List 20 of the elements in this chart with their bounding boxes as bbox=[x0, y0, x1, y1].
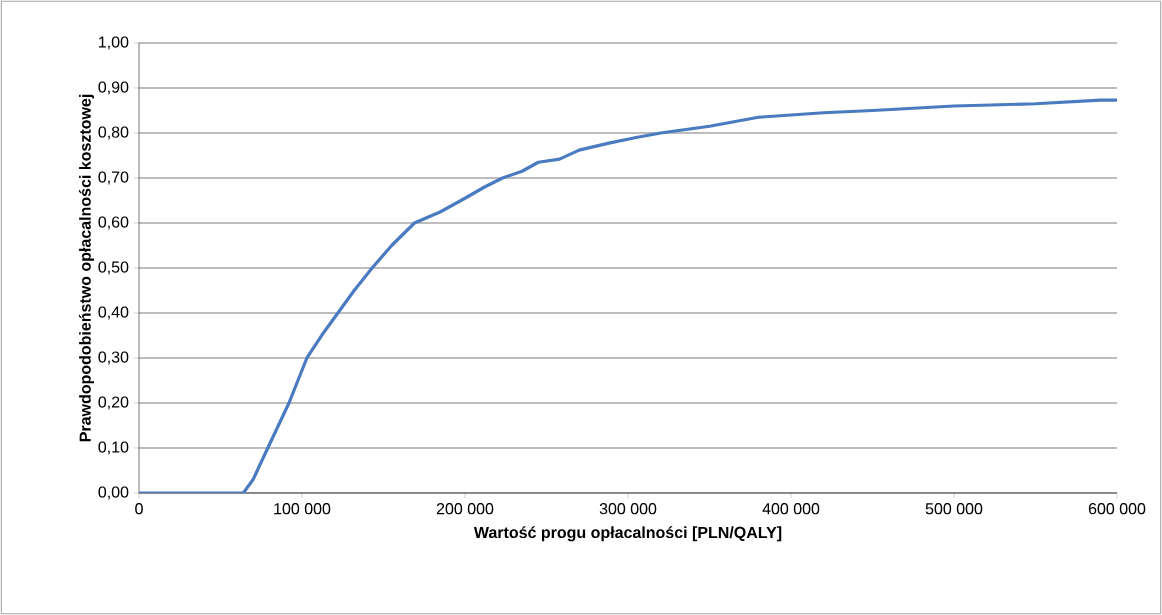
x-tick-label: 100 000 bbox=[274, 503, 331, 515]
y-tick-label: 0,10 bbox=[98, 441, 129, 455]
y-tick-label: 0,70 bbox=[98, 171, 129, 185]
y-tick-label: 0,30 bbox=[98, 351, 129, 365]
y-tick-label: 1,00 bbox=[99, 36, 129, 50]
x-tick-label: 0 bbox=[135, 503, 143, 515]
y-axis-title: Prawdopodobieństwo opłacalności kosztowej bbox=[78, 94, 95, 442]
y-tick-label: 0,60 bbox=[98, 216, 129, 230]
y-tick-label: 0,00 bbox=[98, 486, 129, 500]
x-tick-label: 600 000 bbox=[1088, 503, 1146, 515]
y-tick-label: 0,50 bbox=[98, 261, 129, 275]
y-tick-label: 0,90 bbox=[98, 81, 129, 95]
x-tick-label: 200 000 bbox=[436, 503, 494, 515]
x-axis-title: Wartość progu opłacalności [PLN/QALY] bbox=[473, 526, 782, 542]
y-tick-label: 0,80 bbox=[98, 126, 129, 140]
x-tick-label: 400 000 bbox=[762, 503, 820, 515]
x-tick-label: 500 000 bbox=[925, 503, 983, 515]
y-tick-label: 0,20 bbox=[98, 396, 129, 410]
y-tick-label: 0,40 bbox=[98, 306, 129, 320]
x-tick-label: 300 000 bbox=[599, 503, 657, 515]
